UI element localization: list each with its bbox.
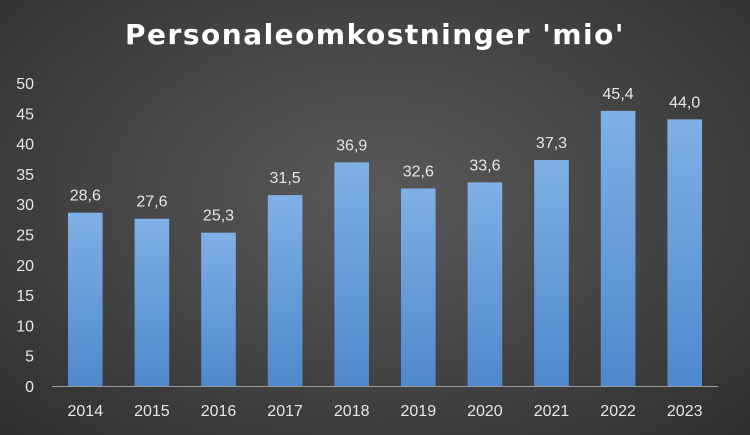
y-tick-label: 50 [16,76,34,93]
bar-2018 [334,162,370,386]
x-tick-label: 2022 [600,403,636,420]
bars-group [67,110,703,387]
data-label-2020: 33,6 [469,157,500,174]
data-labels-group: 28,6 27,6 25,3 31,5 36,9 32,6 33,6 37,3 45,4 44,0 [70,86,701,225]
y-tick-label: 10 [16,318,34,335]
y-tick-label: 5 [25,349,34,366]
bar-2014 [67,212,103,386]
y-tick-label: 40 [16,137,34,154]
y-tick-label: 0 [25,379,34,396]
x-axis: 2014 2015 2016 2017 2018 2019 2020 2021 2022 2023 [68,403,703,420]
bar-2019 [400,188,436,386]
x-tick-label: 2023 [667,403,703,420]
bar-2022 [600,110,636,386]
bar-2023 [667,119,703,387]
data-label-2022: 45,4 [603,86,634,103]
data-label-2019: 32,6 [403,163,434,180]
y-tick-label: 45 [16,106,34,123]
data-label-2017: 31,5 [270,170,301,187]
bar-2016 [201,232,236,386]
chart-title: Personaleomkostninger 'mio' [125,18,625,51]
x-tick-label: 2021 [534,403,570,420]
bar-2015 [134,218,170,386]
data-label-2014: 28,6 [70,188,101,205]
x-tick-label: 2016 [201,403,237,420]
x-tick-label: 2015 [134,403,170,420]
x-tick-label: 2018 [334,403,370,420]
y-tick-label: 15 [16,288,34,305]
data-label-2021: 37,3 [536,135,567,152]
data-label-2018: 36,9 [336,137,367,154]
data-label-2015: 27,6 [136,194,167,211]
y-tick-label: 20 [16,258,34,275]
x-tick-label: 2014 [68,403,104,420]
bar-2021 [534,159,569,386]
x-tick-label: 2017 [267,403,303,420]
bar-2020 [467,182,503,386]
x-tick-label: 2020 [467,403,503,420]
y-tick-label: 35 [16,167,34,184]
y-tick-label: 25 [16,228,34,245]
y-axis: 0 5 10 15 20 25 30 35 40 45 50 [16,76,34,396]
data-label-2023: 44,0 [669,94,700,111]
data-label-2016: 25,3 [203,208,234,225]
x-tick-label: 2019 [401,403,437,420]
bar-2017 [267,195,303,386]
y-tick-label: 30 [16,197,34,214]
